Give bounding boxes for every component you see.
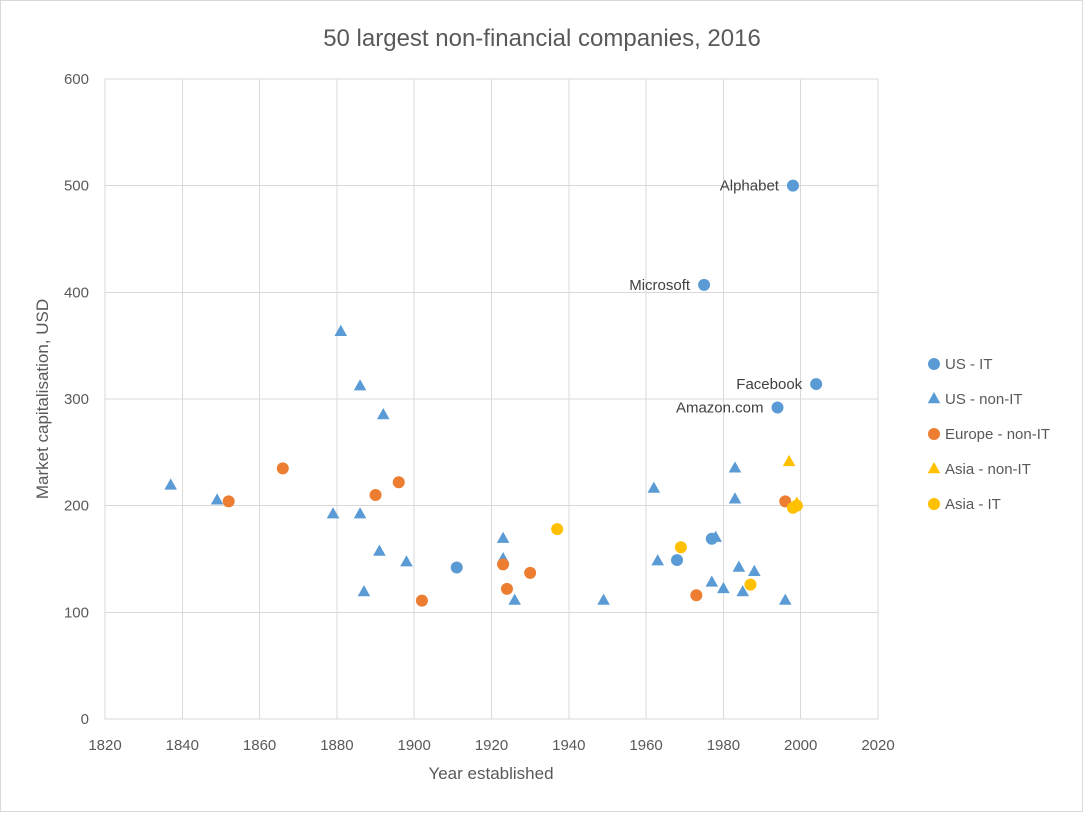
y-tick-label: 600 [64,71,89,88]
x-tick-label: 1820 [88,737,121,754]
data-point-us-non-it [748,564,761,576]
data-point-us-non-it [400,555,413,567]
legend-item-us-it: US - IT [928,356,993,373]
data-point-us-it [698,278,711,291]
data-point-us-non-it [736,585,750,597]
y-tick-label: 200 [64,498,89,515]
data-point-us-non-it [728,492,742,504]
legend-item-asia-non-it: Asia - non-IT [927,461,1031,478]
data-point-asia-it [551,523,564,536]
data-point-us-non-it [597,593,610,605]
x-tick-label: 2000 [784,737,817,754]
legend-marker-asia-it [928,498,940,510]
data-point-europe-non-it [276,462,289,475]
data-point-us-non-it [164,478,178,490]
legend-marker-us-it [928,358,940,370]
legend-marker-europe-non-it [928,428,940,440]
series-asia-it [551,499,803,591]
y-axis-title: Market capitalisation, USD [33,299,52,499]
annotation-microsoft: Microsoft [629,277,691,294]
data-point-asia-it [744,578,757,591]
series-europe-non-it [222,462,792,607]
data-point-us-it [450,561,463,574]
data-point-us-non-it [357,585,371,597]
y-tick-label: 400 [64,284,89,301]
data-point-us-non-it [326,507,340,519]
data-point-europe-non-it [497,558,510,571]
annotation-amazon-com: Amazon.com [676,400,764,417]
data-point-us-non-it [353,507,367,519]
data-point-asia-it [674,541,687,554]
data-point-us-non-it [651,554,664,566]
data-point-us-non-it [496,531,510,543]
data-point-us-non-it [508,593,521,605]
data-point-us-non-it [717,581,730,594]
data-point-europe-non-it [524,566,537,579]
x-tick-label: 1980 [707,737,740,754]
data-point-us-non-it [732,560,746,572]
data-points [164,179,823,607]
legend-item-asia-it: Asia - IT [928,496,1001,513]
data-point-us-non-it [709,530,722,542]
data-point-us-non-it [728,461,742,473]
x-tick-label: 1860 [243,737,276,754]
y-tick-label: 0 [81,711,89,728]
legend-label: Europe - non-IT [945,426,1050,443]
data-point-asia-it [790,499,803,512]
axis-tick-labels: 1820 1840 1860 1880 1900 1920 1940 1960 1980 2000… [64,71,895,754]
x-axis-title: Year established [428,764,553,783]
x-tick-label: 1900 [398,737,431,754]
data-point-us-non-it [373,544,386,556]
series-us-non-it [164,324,792,605]
data-point-us-it [786,179,799,192]
data-point-us-it [810,378,823,391]
data-point-europe-non-it [690,589,703,602]
legend-marker-asia-non-it [927,462,941,474]
legend-item-us-non-it: US - non-IT [927,391,1023,408]
x-tick-label: 2020 [861,737,894,754]
annotation-alphabet: Alphabet [720,178,780,195]
data-point-europe-non-it [369,489,382,501]
data-point-asia-non-it [782,454,796,467]
data-point-us-non-it [334,324,348,336]
legend-label: Asia - IT [945,496,1001,513]
legend-label: Asia - non-IT [945,461,1031,478]
data-point-europe-non-it [415,594,428,607]
x-tick-label: 1960 [629,737,662,754]
y-tick-label: 100 [64,604,89,621]
x-tick-label: 1940 [552,737,585,754]
data-point-europe-non-it [500,582,513,595]
data-point-us-non-it [376,408,390,420]
x-tick-label: 1920 [475,737,508,754]
data-point-us-non-it [778,593,792,605]
data-point-us-non-it [705,575,719,587]
plot-area [104,78,879,720]
data-point-us-it [671,554,684,567]
data-point-us-non-it [353,379,367,391]
legend-label: US - IT [945,356,993,373]
chart-title: 50 largest non-financial companies, 2016 [323,25,761,52]
data-point-us-it [771,401,784,414]
annotation-facebook: Facebook [736,376,802,393]
legend-marker-us-non-it [927,392,941,404]
legend: US - IT US - non-IT Europe - non-IT Asia - … [927,356,1050,513]
legend-item-europe-non-it: Europe - non-IT [928,426,1050,443]
y-tick-label: 500 [64,178,89,195]
x-tick-label: 1880 [320,737,353,754]
point-annotations: Alphabet Microsoft Facebook Amazon.com [629,178,802,417]
data-point-us-non-it [647,481,661,493]
legend-label: US - non-IT [945,391,1023,408]
x-tick-label: 1840 [166,737,199,754]
y-tick-label: 300 [64,391,89,408]
data-point-europe-non-it [222,495,235,508]
data-point-europe-non-it [392,476,405,489]
data-point-us-non-it [210,493,224,505]
